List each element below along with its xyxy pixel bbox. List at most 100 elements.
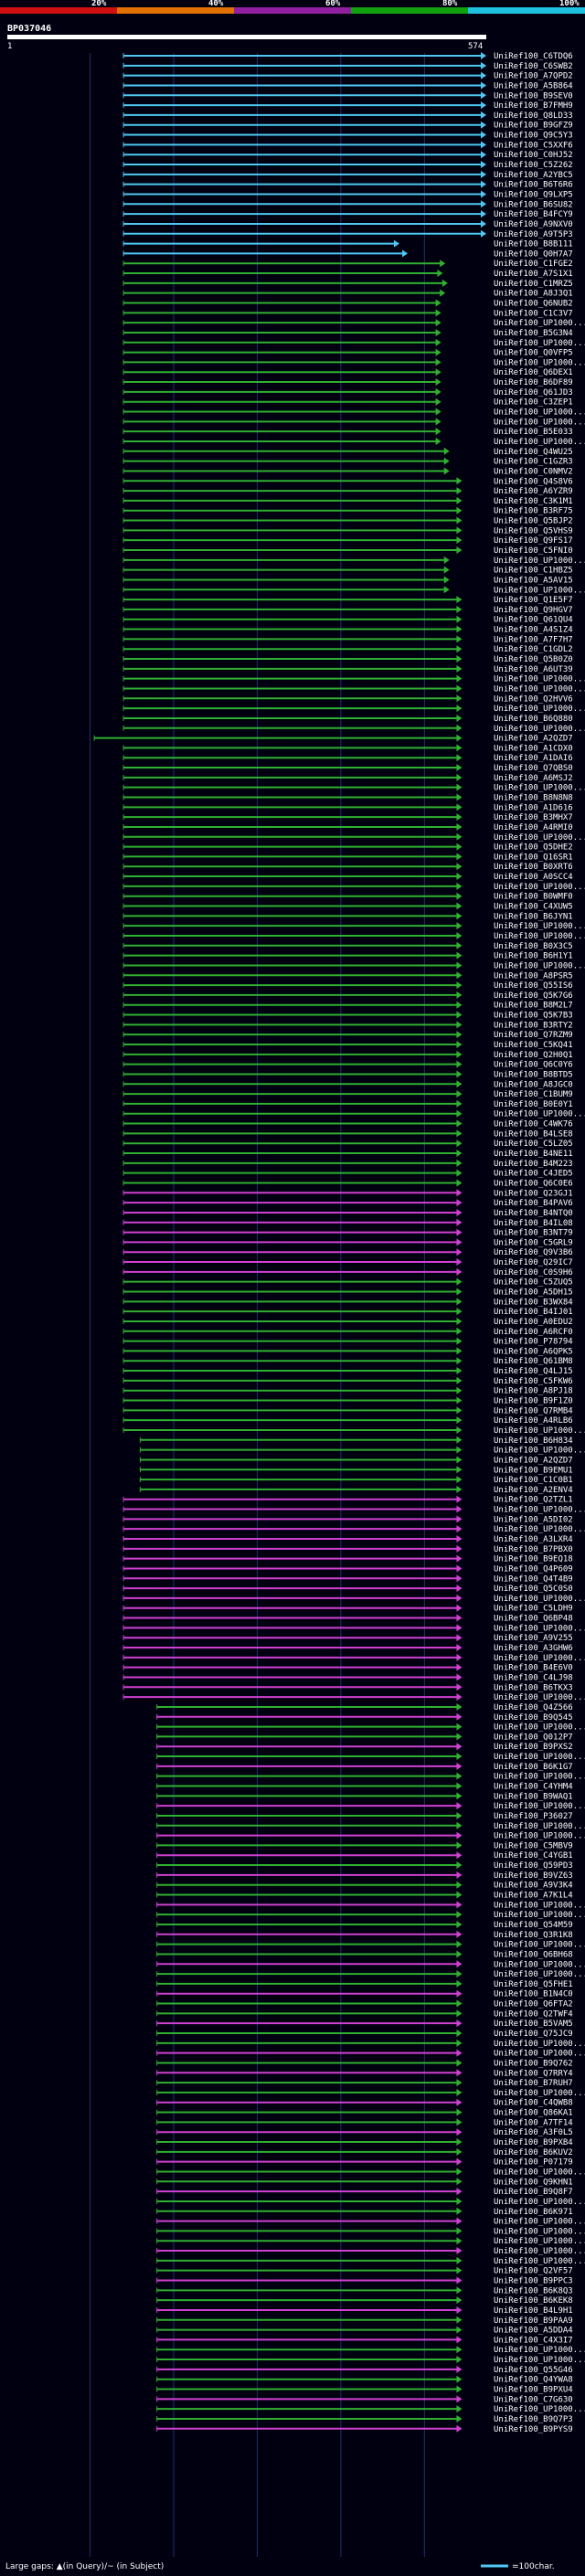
hit-label[interactable]: UniRef100_UP1000...: [494, 1624, 585, 1633]
hit-label[interactable]: UniRef100_C5KQ41: [494, 1041, 573, 1050]
hit-label[interactable]: UniRef100_B6SU82: [494, 200, 573, 209]
hit-label[interactable]: UniRef100_Q4T4B9: [494, 1574, 573, 1584]
hit-label[interactable]: UniRef100_C4X3I7: [494, 2336, 573, 2345]
hit-label[interactable]: UniRef100_A1DAI6: [494, 754, 573, 763]
hit-label[interactable]: UniRef100_UP1000...: [494, 1941, 585, 1950]
hit-label[interactable]: UniRef100_A4RLB6: [494, 1416, 573, 1426]
hit-label[interactable]: UniRef100_Q61JD3: [494, 388, 573, 398]
hit-label[interactable]: UniRef100_C1GZR3: [494, 458, 573, 467]
hit-label[interactable]: UniRef100_B8B111: [494, 240, 573, 249]
hit-label[interactable]: UniRef100_UP1000...: [494, 922, 585, 931]
hit-label[interactable]: UniRef100_UP1000...: [494, 2050, 585, 2059]
hit-label[interactable]: UniRef100_C4YGB1: [494, 1851, 573, 1860]
hit-label[interactable]: UniRef100_B4IL08: [494, 1219, 573, 1228]
hit-label[interactable]: UniRef100_UP1000...: [494, 1723, 585, 1733]
hit-label[interactable]: UniRef100_Q6C0Y6: [494, 1061, 573, 1070]
hit-label[interactable]: UniRef100_UP1000...: [494, 1595, 585, 1604]
hit-label[interactable]: UniRef100_B9PPC3: [494, 2277, 573, 2286]
hit-label[interactable]: UniRef100_A1CDX0: [494, 744, 573, 753]
hit-label[interactable]: UniRef100_B6T6R6: [494, 181, 573, 190]
hit-label[interactable]: UniRef100_P07179: [494, 2158, 573, 2168]
hit-label[interactable]: UniRef100_B4LSE8: [494, 1129, 573, 1139]
hit-label[interactable]: UniRef100_A7TF14: [494, 2118, 573, 2127]
hit-label[interactable]: UniRef100_B0X3C5: [494, 942, 573, 951]
hit-label[interactable]: UniRef100_A4S1Z4: [494, 626, 573, 635]
hit-label[interactable]: UniRef100_A6YZR9: [494, 487, 573, 496]
hit-label[interactable]: UniRef100_C4XUW5: [494, 903, 573, 912]
hit-label[interactable]: UniRef100_A2YBC5: [494, 171, 573, 180]
hit-label[interactable]: UniRef100_UP1000...: [494, 1693, 585, 1702]
hit-label[interactable]: UniRef100_B8BTD5: [494, 1070, 573, 1079]
hit-label[interactable]: UniRef100_Q61BM8: [494, 1357, 573, 1366]
hit-label[interactable]: UniRef100_A2ENV4: [494, 1486, 573, 1495]
hit-label[interactable]: UniRef100_B6DF89: [494, 378, 573, 387]
hit-label[interactable]: UniRef100_C4YHM4: [494, 1783, 573, 1792]
hit-label[interactable]: UniRef100_C4WK76: [494, 1120, 573, 1129]
hit-label[interactable]: UniRef100_Q16SR1: [494, 853, 573, 862]
hit-label[interactable]: UniRef100_A7K1L4: [494, 1892, 573, 1901]
hit-label[interactable]: UniRef100_A8PSR5: [494, 971, 573, 981]
hit-label[interactable]: UniRef100_B9SEV0: [494, 91, 573, 101]
hit-label[interactable]: UniRef100_UP1000...: [494, 2356, 585, 2365]
hit-label[interactable]: UniRef100_UP1000...: [494, 1447, 585, 1456]
hit-label[interactable]: UniRef100_C4QWB8: [494, 2099, 573, 2108]
hit-label[interactable]: UniRef100_C5ZUQ5: [494, 1278, 573, 1288]
hit-label[interactable]: UniRef100_A4RMI0: [494, 823, 573, 832]
hit-label[interactable]: UniRef100_C5Z262: [494, 161, 573, 170]
hit-label[interactable]: UniRef100_B3NT79: [494, 1229, 573, 1238]
hit-label[interactable]: UniRef100_UP1000...: [494, 586, 585, 595]
hit-label[interactable]: UniRef100_Q4LJ15: [494, 1367, 573, 1376]
hit-label[interactable]: UniRef100_B9WAQ1: [494, 1792, 573, 1801]
hit-label[interactable]: UniRef100_A9NXV0: [494, 220, 573, 229]
hit-label[interactable]: UniRef100_Q5VHS9: [494, 526, 573, 535]
hit-label[interactable]: UniRef100_C4JED5: [494, 1170, 573, 1179]
hit-label[interactable]: UniRef100_B4E6V0: [494, 1664, 573, 1673]
hit-label[interactable]: UniRef100_Q5C0S0: [494, 1585, 573, 1594]
hit-label[interactable]: UniRef100_UP1000...: [494, 1822, 585, 1831]
hit-label[interactable]: UniRef100_A8JGC0: [494, 1080, 573, 1089]
hit-label[interactable]: UniRef100_B0E0Y1: [494, 1100, 573, 1109]
hit-label[interactable]: UniRef100_Q4S8V6: [494, 477, 573, 486]
hit-label[interactable]: UniRef100_Q55G46: [494, 2366, 573, 2375]
hit-label[interactable]: UniRef100_Q4Z566: [494, 1703, 573, 1712]
hit-label[interactable]: UniRef100_Q6BH68: [494, 1950, 573, 1959]
hit-label[interactable]: UniRef100_A5AV15: [494, 576, 573, 585]
hit-label[interactable]: UniRef100_B9PXB4: [494, 2138, 573, 2147]
hit-label[interactable]: UniRef100_B9PAA9: [494, 2316, 573, 2326]
hit-label[interactable]: UniRef100_UP1000...: [494, 1773, 585, 1782]
hit-label[interactable]: UniRef100_UP1000...: [494, 557, 585, 566]
hit-label[interactable]: UniRef100_B9GFZ9: [494, 122, 573, 131]
hit-label[interactable]: UniRef100_UP1000...: [494, 1832, 585, 1841]
hit-label[interactable]: UniRef100_Q7RMB4: [494, 1406, 573, 1415]
hit-label[interactable]: UniRef100_B0WMF0: [494, 893, 573, 902]
hit-label[interactable]: UniRef100_B4PAV6: [494, 1199, 573, 1208]
hit-label[interactable]: UniRef100_Q54M59: [494, 1921, 573, 1930]
hit-label[interactable]: UniRef100_B7RUH7: [494, 2079, 573, 2088]
hit-label[interactable]: UniRef100_B6K8Q3: [494, 2286, 573, 2295]
hit-label[interactable]: UniRef100_B7FMH9: [494, 101, 573, 111]
hit-label[interactable]: UniRef100_UP1000...: [494, 2198, 585, 2207]
hit-label[interactable]: UniRef100_A5B864: [494, 81, 573, 90]
hit-label[interactable]: UniRef100_C5XXF6: [494, 141, 573, 150]
hit-label[interactable]: UniRef100_UP1000...: [494, 2346, 585, 2355]
hit-label[interactable]: UniRef100_Q4WU25: [494, 448, 573, 457]
hit-label[interactable]: UniRef100_Q5B0Z0: [494, 655, 573, 664]
hit-label[interactable]: UniRef100_UP1000...: [494, 1525, 585, 1534]
hit-label[interactable]: UniRef100_B4NTQ0: [494, 1209, 573, 1218]
hit-label[interactable]: UniRef100_B4M223: [494, 1160, 573, 1169]
hit-label[interactable]: UniRef100_UP1000...: [494, 1911, 585, 1920]
hit-label[interactable]: UniRef100_P78794: [494, 1338, 573, 1347]
hit-label[interactable]: UniRef100_B3MHX7: [494, 813, 573, 822]
hit-label[interactable]: UniRef100_Q7QBS0: [494, 764, 573, 773]
hit-label[interactable]: UniRef100_Q2VF57: [494, 2267, 573, 2276]
hit-label[interactable]: UniRef100_Q5DHE2: [494, 843, 573, 853]
hit-label[interactable]: UniRef100_B6H834: [494, 1436, 573, 1446]
hit-label[interactable]: UniRef100_C5MBV9: [494, 1841, 573, 1850]
hit-label[interactable]: UniRef100_A8PJ18: [494, 1387, 573, 1396]
hit-label[interactable]: UniRef100_UP1000...: [494, 408, 585, 418]
hit-label[interactable]: UniRef100_B4FCY9: [494, 210, 573, 219]
hit-label[interactable]: UniRef100_B6TKX3: [494, 1683, 573, 1692]
hit-label[interactable]: UniRef100_A1D616: [494, 803, 573, 812]
hit-label[interactable]: UniRef100_B6Q880: [494, 715, 573, 724]
hit-label[interactable]: UniRef100_UP1000...: [494, 339, 585, 348]
